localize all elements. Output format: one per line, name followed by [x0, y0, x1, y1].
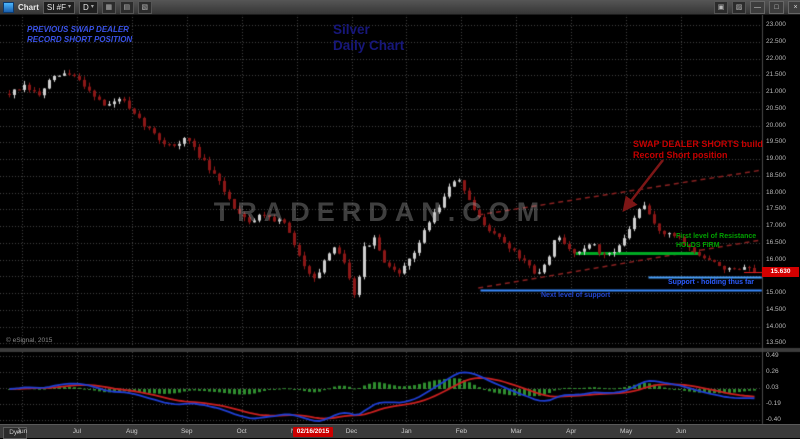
annotation-support-holding: Support - holding thus far [668, 279, 754, 286]
annotation-line: SWAP DEALER SHORTS build [633, 139, 763, 149]
indicator-axis-label: 0.26 [766, 368, 779, 375]
price-axis-label: 19.000 [766, 155, 786, 163]
time-axis-label: Sep [180, 427, 193, 435]
price-axis-label: 15.000 [766, 289, 786, 297]
price-axis-label: 20.000 [766, 121, 786, 129]
time-axis-label: Jan [401, 427, 412, 435]
current-price-badge: 15.630 [762, 266, 799, 277]
price-axis-label: 16.000 [766, 255, 786, 263]
price-axis-label: 20.500 [766, 104, 786, 112]
indicator-axis-label: 0.49 [766, 352, 779, 359]
price-axis-label: 17.000 [766, 222, 786, 230]
time-axis: Dyn 02/16/2015 JunJulAugSepOctNovDecJanF… [0, 424, 800, 439]
chart-title-line: Silver [333, 22, 370, 37]
annotation-line: First level of Resistance [676, 233, 757, 240]
annotation-resistance: First level of Resistance HOLDS FIRM [676, 233, 756, 250]
price-axis-label: 22.500 [766, 37, 786, 45]
time-axis-label: Mar [510, 427, 522, 435]
chart-title: Silver Daily Chart [333, 22, 404, 54]
time-axis-label: Apr [566, 427, 577, 435]
time-axis-label: Jul [72, 427, 82, 435]
annotation-next-support: Next level of support [541, 292, 611, 299]
indicator-axis-label: -0.40 [766, 416, 781, 423]
chevron-down-icon: ▾ [90, 4, 94, 10]
price-axis-label: 19.500 [766, 138, 786, 146]
annotation-previous-swap-dealer: PREVIOUS SWAP DEALER RECORD SHORT POSITI… [27, 25, 132, 45]
settings-icon[interactable]: ▨ [732, 0, 746, 14]
minimize-button[interactable]: — [750, 0, 765, 14]
close-button[interactable]: × [788, 0, 800, 14]
annotation-swap-dealer-shorts: SWAP DEALER SHORTS build Record Short po… [633, 139, 763, 161]
time-axis-label: Oct [236, 427, 247, 435]
price-axis-label: 16.500 [766, 238, 786, 246]
indicator-axis-label: -0.19 [766, 400, 781, 407]
price-axis-label: 22.000 [766, 54, 786, 62]
time-axis-label: Aug [126, 427, 138, 435]
cursor-date-badge: 02/16/2015 [293, 426, 333, 437]
drawing-tools-icon[interactable]: ▧ [137, 0, 152, 14]
annotation-line: Record Short position [633, 150, 728, 160]
annotation-line: RECORD SHORT POSITION [27, 35, 133, 44]
price-axis-label: 21.500 [766, 71, 786, 79]
price-axis-label: 14.000 [766, 322, 786, 330]
chart-type-icon[interactable]: ▦ [101, 0, 116, 14]
chart-title-line: Daily Chart [333, 38, 405, 53]
indicator-axis-label: 0.03 [766, 384, 779, 391]
time-axis-label: May [619, 427, 633, 435]
price-axis-label: 18.500 [766, 171, 786, 179]
time-axis-label: Jun [16, 427, 28, 435]
price-axis-label: 21.000 [766, 88, 786, 96]
window-title: Chart [18, 2, 39, 12]
interval-selector[interactable]: D ▾ [79, 0, 98, 14]
time-axis-label: Feb [455, 427, 467, 435]
symbol-selector[interactable]: SI #F ▾ [42, 0, 76, 14]
print-icon[interactable]: ▣ [714, 0, 728, 14]
time-axis-label: Jun [675, 427, 687, 435]
annotation-line: HOLDS FIRM [676, 241, 720, 249]
studies-icon[interactable]: ▤ [119, 0, 134, 14]
time-axis-label: Dec [345, 427, 358, 435]
price-axis-label: 13.500 [766, 339, 786, 347]
price-axis-label: 17.500 [766, 205, 786, 213]
price-axis-label: 14.500 [766, 305, 786, 313]
price-axis-label: 23.000 [766, 21, 786, 29]
chart-app-icon [3, 1, 14, 13]
watermark: TRADERDAN.COM [213, 197, 547, 227]
annotation-line: PREVIOUS SWAP DEALER [27, 25, 129, 34]
chevron-down-icon: ▾ [68, 4, 72, 10]
down-arrow-icon [622, 159, 664, 212]
symbol-value: SI #F [46, 2, 67, 12]
maximize-button[interactable]: □ [769, 0, 784, 14]
interval-value: D [83, 2, 89, 12]
copyright-text: © eSignal, 2015 [6, 337, 53, 344]
titlebar: Chart SI #F ▾ D ▾ ▦ ▤ ▧ ▣ ▨ — □ × [0, 0, 800, 15]
price-axis-label: 18.000 [766, 188, 786, 196]
